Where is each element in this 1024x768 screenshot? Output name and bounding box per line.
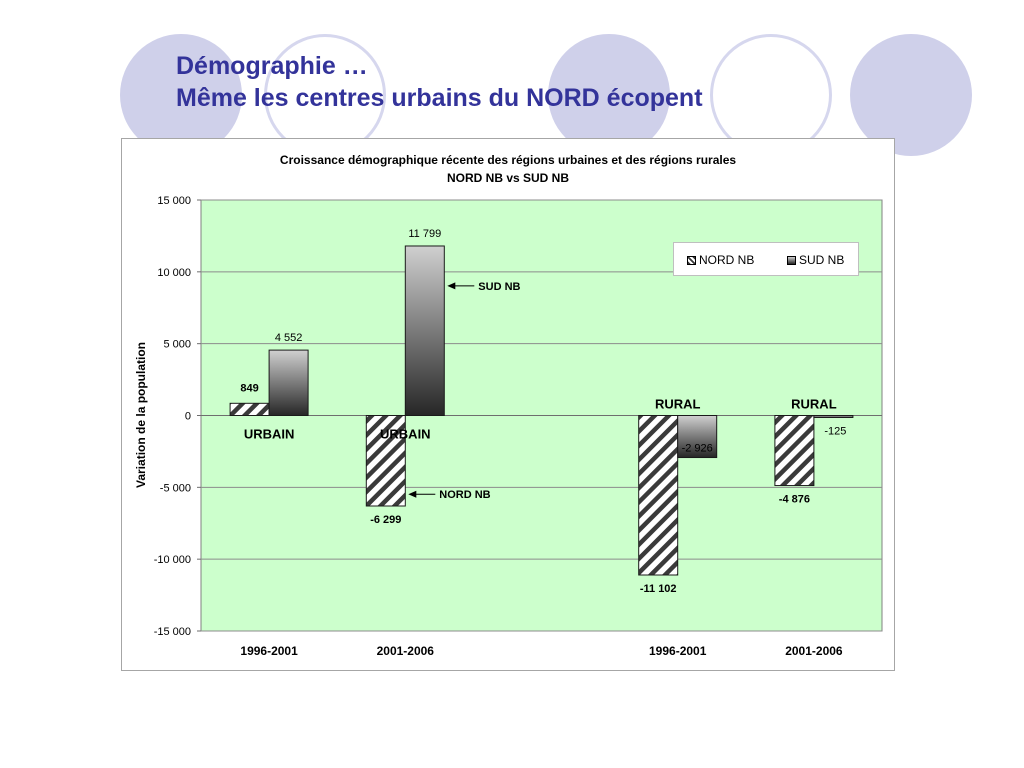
data-label-sud: 11 799 <box>408 228 441 240</box>
data-label-sud: 4 552 <box>275 332 303 344</box>
legend-label-sud: SUD NB <box>799 253 845 267</box>
slide-title-line-1: Démographie … <box>176 52 368 80</box>
labels-layer: 15 000 10 000 5 000 0 -5 000 -10 000 -15 000 19… <box>154 195 847 658</box>
slide-title-line-2: Même les centres urbains du NORD écopent <box>176 84 703 112</box>
annotation-label: SUD NB <box>478 281 520 293</box>
y-tick-label: 15 000 <box>157 195 191 207</box>
bar-nord <box>638 415 679 576</box>
legend-swatch-sud <box>787 255 796 265</box>
bars-layer <box>229 245 854 576</box>
bar-sud <box>813 415 854 418</box>
x-tick-label: 1996-2001 <box>240 644 298 658</box>
group-label: URBAIN <box>244 427 295 442</box>
y-tick-label: -10 000 <box>154 554 191 566</box>
data-label-nord: -6 299 <box>370 514 401 526</box>
legend-swatch-nord <box>687 255 696 265</box>
bar-sud <box>268 349 309 416</box>
data-label-sud: -2 926 <box>682 443 713 455</box>
chart-frame: Croissance démographique récente des rég… <box>121 138 895 671</box>
x-tick-label: 2001-2006 <box>377 644 435 658</box>
y-tick-label: -15 000 <box>154 626 191 638</box>
annotation-label: NORD NB <box>439 489 490 501</box>
bar-sud <box>404 245 445 416</box>
x-tick-label: 1996-2001 <box>649 644 707 658</box>
bar-nord <box>365 415 406 507</box>
y-tick-label: 0 <box>185 411 191 423</box>
data-label-nord: 849 <box>240 382 258 394</box>
legend-label-nord: NORD NB <box>699 253 755 267</box>
bar-sud <box>677 415 718 459</box>
y-tick-label: 5 000 <box>163 339 191 351</box>
decorative-circle-3 <box>850 34 972 156</box>
data-label-nord: -11 102 <box>640 583 677 595</box>
slide-title: Démographie … Même les centres urbains d… <box>176 50 703 114</box>
y-tick-label: 10 000 <box>157 267 191 279</box>
annotation-arrowhead <box>447 282 456 290</box>
group-label: RURAL <box>791 397 837 412</box>
bar-nord <box>229 402 270 417</box>
decorative-circle-2 <box>548 34 670 156</box>
annotation-arrowhead <box>408 490 417 498</box>
y-axis-title: Variation de la population <box>134 342 148 488</box>
data-label-nord: -4 876 <box>779 494 810 506</box>
legend-item-sud: SUD NB <box>787 253 844 267</box>
bar-nord <box>774 415 815 487</box>
data-label-sud: -125 <box>824 426 846 438</box>
chart-subtitle: NORD NB vs SUD NB <box>447 171 569 185</box>
group-label: RURAL <box>655 397 701 412</box>
chart-title: Croissance démographique récente des rég… <box>280 153 736 167</box>
y-tick-label: -5 000 <box>160 482 191 494</box>
legend-item-nord: NORD NB <box>687 253 754 267</box>
group-label: URBAIN <box>380 427 431 442</box>
grid-layer <box>197 199 882 632</box>
x-tick-label: 2001-2006 <box>785 644 843 658</box>
chart-legend: NORD NB SUD NB <box>673 242 859 276</box>
decorative-circle-1 <box>120 34 242 156</box>
chart-svg: Croissance démographique récente des rég… <box>134 153 883 658</box>
